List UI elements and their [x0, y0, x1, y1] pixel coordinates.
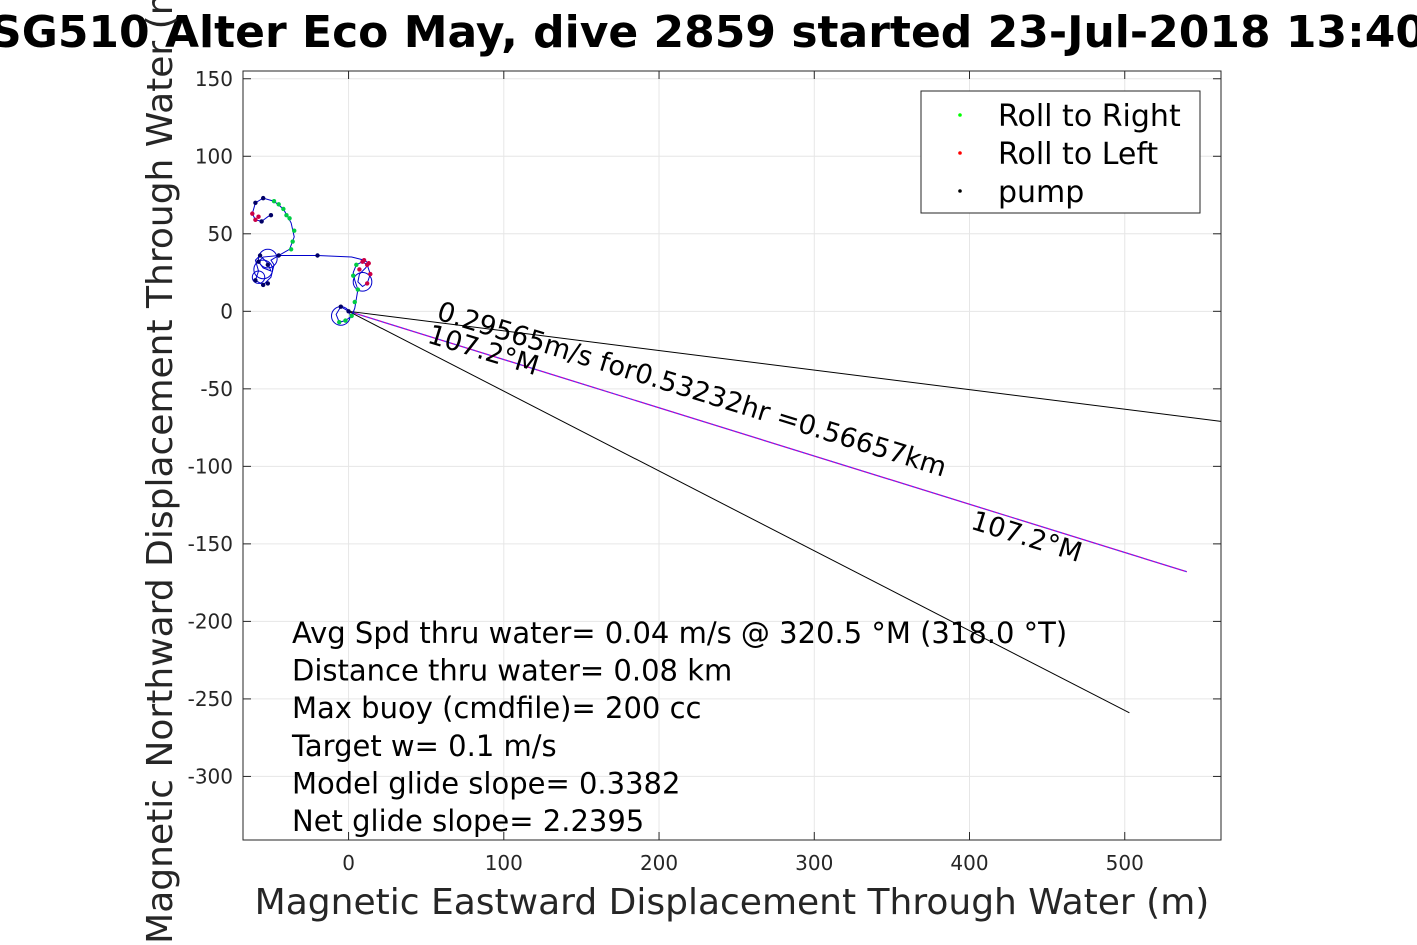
y-tick-label: -250 — [188, 687, 233, 711]
roll-left-point — [361, 257, 367, 263]
legend-marker — [958, 113, 962, 117]
pump-point — [260, 282, 266, 288]
roll-right-point — [349, 313, 354, 319]
roll-right-point — [290, 239, 295, 244]
y-tick-label: 50 — [208, 222, 233, 246]
track-loop — [251, 270, 266, 284]
pump-point — [265, 281, 271, 286]
pump-point — [265, 262, 271, 268]
roll-left-point — [366, 261, 371, 266]
x-tick-label: 0 — [342, 851, 355, 875]
roll-right-point — [337, 319, 342, 325]
track-loop — [352, 272, 373, 292]
pump-point — [268, 212, 274, 218]
y-tick-label: -50 — [200, 377, 233, 401]
pump-point — [253, 200, 258, 205]
legend-marker — [958, 189, 962, 193]
pump-point — [276, 253, 281, 258]
annotation-line: Target w= 0.1 m/s — [291, 729, 557, 763]
roll-right-point — [281, 206, 286, 212]
roll-left-point — [364, 281, 370, 286]
cone-edge-upper — [348, 310, 1221, 422]
roll-right-point — [288, 247, 294, 252]
legend-box — [920, 90, 1201, 214]
data-layer — [250, 195, 1221, 714]
axis-ticks: 0 100 200 300 400 500150100500-50-100-150-200… — [188, 67, 1221, 875]
annotation-line: Distance thru water= 0.08 km — [292, 654, 732, 688]
roll-left-point — [357, 267, 362, 272]
pump-point — [260, 195, 266, 201]
pump-point — [338, 304, 343, 309]
roll-right-point — [284, 212, 289, 218]
y-tick-label: -200 — [188, 609, 233, 633]
y-tick-label: 100 — [195, 144, 233, 168]
legend-entry: pump — [998, 175, 1084, 210]
plot-frame — [242, 70, 1222, 841]
roll-right-point — [276, 202, 281, 207]
legend-entry: Roll to Right — [998, 99, 1181, 134]
y-tick-label: 150 — [195, 67, 233, 91]
y-tick-label: 0 — [220, 299, 233, 323]
legend-entry: Roll to Left — [998, 137, 1158, 172]
roll-right-point — [271, 199, 277, 204]
x-tick-label: 100 — [485, 851, 523, 875]
x-tick-label: 300 — [795, 851, 833, 875]
x-axis-label: Magnetic Eastward Displacement Through W… — [255, 882, 1210, 923]
annotation-line: Net glide slope= 2.2395 — [292, 804, 644, 838]
pump-point — [256, 259, 261, 264]
current-vector-overlay — [348, 310, 1187, 573]
legend-marker — [958, 151, 962, 155]
roll-left-point — [253, 217, 258, 223]
pump-point — [259, 219, 264, 224]
pump-point — [253, 278, 258, 283]
x-tick-label: 200 — [640, 851, 678, 875]
y-axis-label: Magnetic Northward Displacement Through … — [140, 0, 181, 944]
roll-left-point — [250, 211, 255, 216]
track-loop — [258, 248, 278, 269]
roll-left-point — [256, 214, 261, 219]
y-tick-label: -100 — [188, 454, 233, 478]
roll-right-point — [287, 216, 292, 221]
roll-right-point — [343, 318, 348, 323]
pump-point — [257, 253, 263, 258]
roll-right-point — [354, 262, 359, 268]
pump-point — [346, 309, 351, 314]
roll-right-point — [355, 287, 361, 292]
annotation-line: Avg Spd thru water= 0.04 m/s @ 320.5 °M … — [292, 616, 1067, 650]
x-tick-label: 400 — [950, 851, 988, 875]
annotation-line: Model glide slope= 0.3382 — [292, 766, 680, 800]
y-tick-label: -300 — [188, 764, 233, 788]
roll-right-point — [352, 299, 357, 305]
roll-right-point — [351, 273, 356, 278]
track-loop — [253, 259, 273, 280]
cone-edge-lower — [348, 310, 1130, 714]
chart-title: SG510 Alter Eco May, dive 2859 started 2… — [0, 7, 1417, 58]
roll-left-point — [368, 271, 373, 277]
y-tick-label: -150 — [188, 532, 233, 556]
x-tick-label: 500 — [1106, 851, 1144, 875]
annotation-block: Avg Spd thru water= 0.04 m/s @ 320.5 °M … — [291, 616, 1067, 838]
annotation-line: Max buoy (cmdfile)= 200 cc — [292, 691, 701, 725]
roll-right-point — [292, 228, 297, 233]
pump-point — [315, 253, 320, 258]
grid — [243, 71, 1221, 840]
